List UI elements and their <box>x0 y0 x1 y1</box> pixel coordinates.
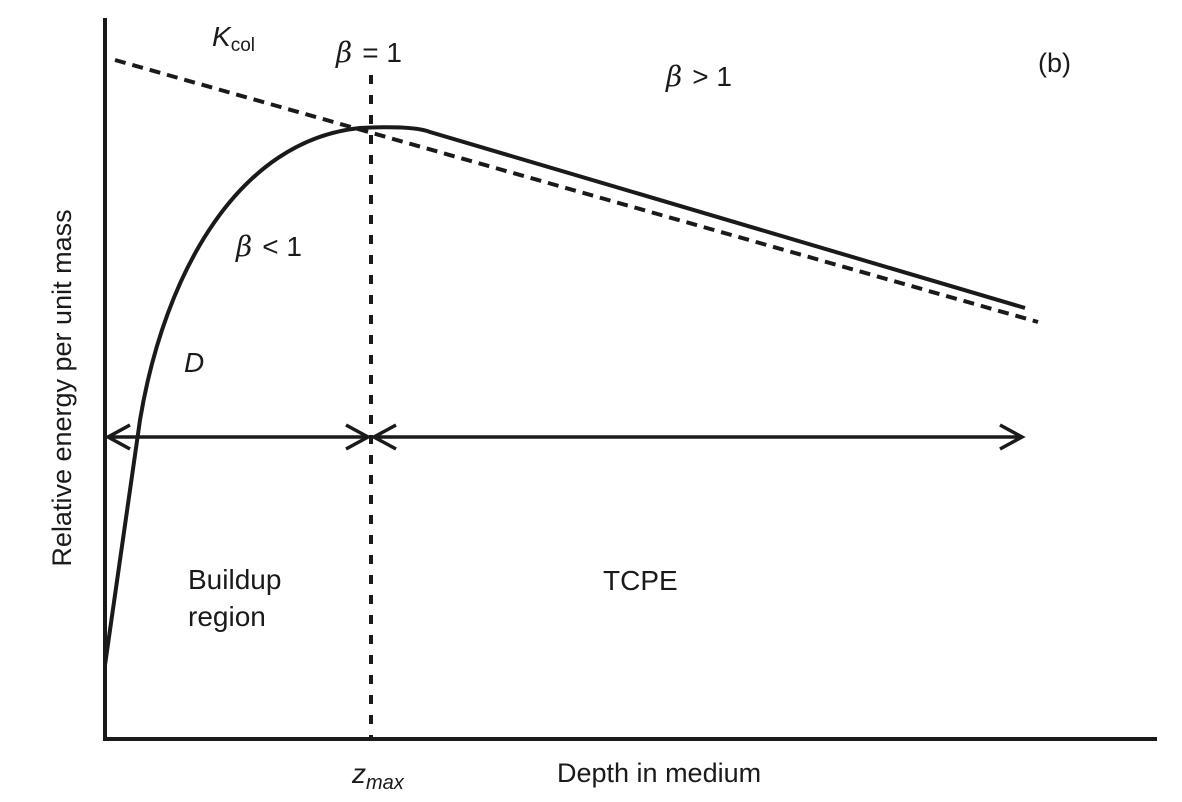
beta-equal-label: β = 1 <box>335 36 402 69</box>
tcpe-region-arrow <box>370 423 1026 451</box>
beta-less-label: β < 1 <box>235 230 302 263</box>
panel-label: (b) <box>1038 48 1071 78</box>
y-axis-label: Relative energy per unit mass <box>47 209 77 566</box>
buildup-region-label: Buildup region <box>188 564 289 632</box>
kcol-dashed-line <box>114 58 1039 324</box>
buildup-region-arrow <box>104 423 372 451</box>
kcol-label: Kcol <box>212 21 255 56</box>
dose-curve <box>103 125 1026 666</box>
beta-greater-label: β > 1 <box>665 60 732 93</box>
dose-label: D <box>184 347 204 378</box>
tcpe-label: TCPE <box>603 565 678 596</box>
x-axis-label: Depth in medium <box>557 758 761 788</box>
zmax-label: zmax <box>351 758 405 794</box>
